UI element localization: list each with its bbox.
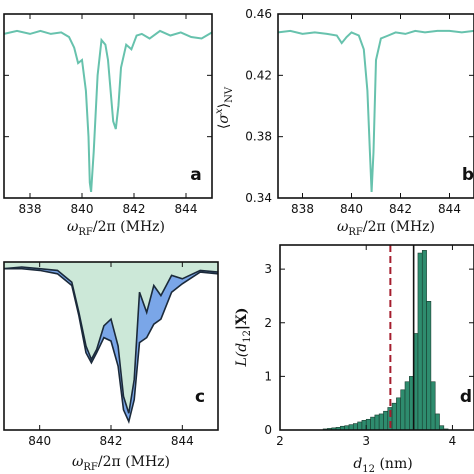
series-line-upper (3, 266, 219, 414)
x-label-main: d (353, 456, 362, 472)
x-tick-label: 842 (389, 202, 412, 216)
x-tick-label: 840 (71, 202, 94, 216)
series-line (277, 29, 474, 192)
y-tick-label: 2 (264, 316, 272, 330)
x-label-sub: 12 (362, 464, 375, 474)
histogram-bar (370, 416, 376, 431)
y-tick-label: 0.38 (245, 130, 272, 144)
y-label-sup: x (214, 108, 225, 114)
histogram-bar (430, 381, 436, 431)
histogram-bar (357, 421, 363, 431)
x-tick-label: 838 (19, 202, 42, 216)
y-label-sub: NV (224, 86, 235, 103)
y-label-main: L(d (234, 343, 250, 368)
y-tick-label: 0.46 (245, 7, 272, 21)
y-label-sub: 12 (242, 330, 253, 343)
series-line (3, 29, 213, 193)
x-label-rest: (nm) (375, 456, 413, 472)
x-tick-label: 844 (438, 202, 461, 216)
x-axis-label: ωRF/2π (MHz) (72, 454, 170, 473)
x-tick-label: 3 (362, 434, 370, 448)
x-axis-label: ωRF/2π (MHz) (67, 219, 165, 238)
axes-frame (279, 244, 474, 431)
panel-letter: d (460, 387, 472, 407)
x-label-main: ω (72, 454, 84, 470)
x-tick-label: 840 (340, 202, 363, 216)
x-label-main: ω (67, 219, 79, 235)
histogram-bar (352, 423, 358, 431)
histogram-bar (434, 413, 440, 431)
x-label-main: ω (337, 219, 349, 235)
panel-letter: a (190, 165, 201, 185)
histogram-bar (383, 410, 389, 431)
y-label-sigma: σ (216, 114, 232, 124)
x-axis-label: ωRF/2π (MHz) (337, 219, 435, 238)
x-tick-label: 844 (171, 434, 194, 448)
y-label-rest: |X) (234, 307, 250, 330)
histogram-bar (404, 381, 410, 431)
histogram-bar (361, 420, 367, 431)
series-line-lower (4, 267, 219, 425)
histogram-bar (365, 418, 371, 431)
y-tick-label: 0 (264, 423, 272, 437)
y-axis-label: ⟨σx⟩NV (214, 86, 235, 129)
histogram-bar (348, 424, 354, 431)
x-axis-label: d12 (nm) (353, 456, 412, 474)
axes-frame (277, 13, 474, 199)
histogram-bar (426, 301, 432, 431)
x-tick-label: 4 (449, 434, 457, 448)
x-tick-label: 838 (291, 202, 314, 216)
histogram-bar (391, 402, 397, 431)
histogram-bar (374, 414, 380, 431)
panel-letter: b (462, 165, 474, 185)
y-tick-label: 0.42 (245, 68, 272, 82)
x-tick-label: 842 (123, 202, 146, 216)
y-label-bracket-close: ⟩ (216, 103, 232, 108)
x-label-sub: RF (348, 227, 363, 238)
x-label-rest: /2π (MHz) (363, 219, 435, 235)
x-label-rest: /2π (MHz) (98, 454, 170, 470)
axes-frame (3, 13, 213, 199)
area-fill-top (4, 262, 218, 414)
y-tick-label: 0.34 (245, 191, 272, 205)
x-tick-label: 844 (175, 202, 198, 216)
x-tick-label: 842 (100, 434, 123, 448)
x-label-rest: /2π (MHz) (93, 219, 165, 235)
histogram-bar (396, 397, 402, 431)
x-tick-label: 840 (28, 434, 51, 448)
histogram-bar (378, 413, 384, 431)
histogram-bar (421, 250, 427, 431)
area-fill-band (4, 267, 218, 422)
panel-a: 838 840 842 844 ωRF/2π (MHz) a (3, 13, 213, 238)
y-tick-label: 3 (264, 262, 272, 276)
y-tick-label: 1 (264, 369, 272, 383)
histogram-bar (400, 389, 406, 431)
x-label-sub: RF (78, 227, 93, 238)
x-label-sub: RF (83, 462, 98, 473)
y-axis-label: L(d12|X) (234, 307, 253, 367)
panel-letter: c (195, 387, 205, 407)
x-tick-label: 2 (276, 434, 284, 448)
y-label-bracket-open: ⟨ (216, 124, 232, 129)
histogram-bar (417, 252, 423, 431)
